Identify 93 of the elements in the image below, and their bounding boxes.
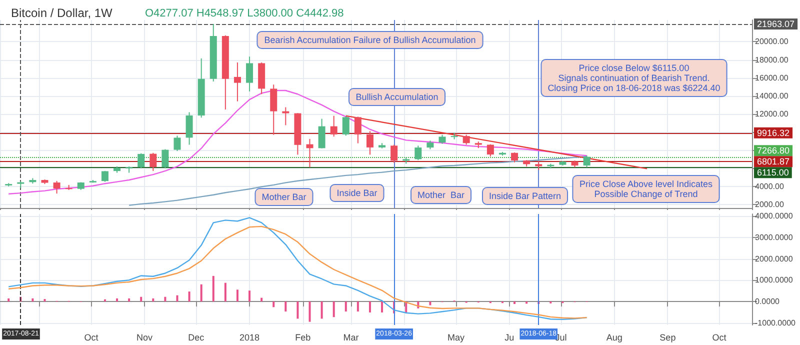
chart-title: Bitcoin / Dollar, 1W [11, 6, 114, 20]
x-tick-label: Oct [84, 332, 99, 342]
candlestick [138, 152, 145, 169]
bar [332, 302, 335, 318]
candlestick [535, 160, 542, 171]
candlestick [354, 116, 362, 144]
y-tick-label: 18000.00 [755, 55, 789, 64]
x-tick-label: Ju [504, 332, 514, 342]
annotation: Price close Below $6115.00 Signals continuation of Bearish Trend. Closing Price on 18-06-2018 was $6224.40 [548, 63, 720, 93]
x-tick-label: Mar [343, 332, 359, 342]
candlestick [462, 134, 470, 146]
bar [224, 282, 226, 302]
y-tick-label: 2000.0000 [755, 254, 794, 264]
candlestick [342, 116, 350, 136]
candlestick [53, 180, 60, 194]
annotation: Bullish Accumulation [356, 92, 438, 102]
bar [44, 299, 46, 302]
y-tick-label: -1000.0000 [755, 318, 796, 328]
bar [116, 298, 118, 302]
y-tick-label: 4000.0000 [755, 212, 794, 221]
bar [212, 276, 214, 302]
bar [260, 298, 263, 302]
candlestick [234, 62, 241, 102]
annotation: Mother Bar [417, 190, 465, 200]
bar [368, 302, 371, 312]
candlestick [150, 152, 157, 172]
candlestick [511, 152, 518, 163]
candlestick [174, 135, 181, 152]
y-tick-label: 0.0000 [755, 297, 780, 306]
candlestick [390, 144, 398, 164]
candlestick [438, 134, 446, 144]
candlestick [583, 155, 590, 168]
bar [32, 298, 34, 302]
ref-line-label: 21963.07 [757, 18, 795, 29]
x-tick-label: Nov [136, 332, 154, 342]
bar [308, 302, 311, 322]
candlestick [330, 115, 338, 138]
bar [356, 302, 359, 312]
bar [128, 298, 130, 302]
bar [344, 302, 347, 312]
candlestick [270, 84, 278, 136]
x-tick-label: Dec [188, 332, 205, 342]
bar [236, 290, 238, 302]
annotation: Inside Bar [336, 188, 378, 198]
bar [272, 302, 275, 308]
y-tick-label: 1000.0000 [755, 276, 794, 285]
ref-line-label: 6115.00 [757, 168, 789, 178]
candlestick [282, 106, 290, 126]
bar [188, 292, 190, 302]
bar [200, 284, 202, 302]
candlestick [246, 56, 254, 92]
bar [164, 296, 166, 302]
annotation: Mother Bar [262, 192, 306, 202]
bar [296, 302, 299, 319]
candlestick [318, 118, 326, 149]
x-tick-label: Oct [712, 332, 727, 342]
y-tick-label: 3000.0000 [755, 232, 794, 242]
y-tick-label: 4000.00 [755, 182, 784, 191]
candlestick [186, 112, 193, 146]
x-tick-label: May [448, 332, 466, 342]
bar [104, 299, 106, 302]
bar [320, 302, 323, 319]
y-tick-label: 12000.00 [755, 110, 789, 118]
x-tick-label: Aug [606, 332, 622, 342]
candlestick [366, 130, 374, 156]
x-tick-label: Jul [555, 332, 567, 342]
annotation: Bearish Accumulation Failure of Bullish Accumulation [264, 35, 476, 45]
chart-subtitle: O4277.07 H4548.97 L3800.00 C4442.98 [145, 8, 344, 20]
y-tick-label: 16000.00 [755, 73, 789, 82]
bar [381, 302, 384, 312]
candlestick [414, 145, 422, 161]
annotation: Price Close Above level Indicates Possible Change of Trend [579, 179, 714, 199]
ref-line-label: 9916.32 [757, 128, 790, 138]
y-tick-label: 14000.00 [755, 91, 789, 100]
ref-line-label: 7266.80 [757, 146, 790, 156]
bar [8, 298, 10, 302]
annotation: Inside Bar Pattern [488, 191, 562, 201]
candlestick [162, 148, 169, 169]
bar [284, 302, 287, 312]
x-tick-label: 2018 [240, 332, 260, 342]
bar [248, 290, 251, 302]
bar [140, 296, 142, 302]
candlestick [486, 144, 494, 157]
bar [152, 298, 154, 302]
x-tick-label: Sep [660, 332, 676, 342]
bar [176, 295, 178, 302]
y-tick-label: 20000.00 [755, 37, 789, 46]
x-tick-label: Feb [295, 332, 311, 342]
ref-line-label: 6801.87 [757, 156, 790, 167]
y-tick-label: 2000.00 [755, 200, 784, 209]
bar [429, 302, 432, 306]
candlestick [306, 138, 314, 168]
bar [514, 302, 516, 304]
